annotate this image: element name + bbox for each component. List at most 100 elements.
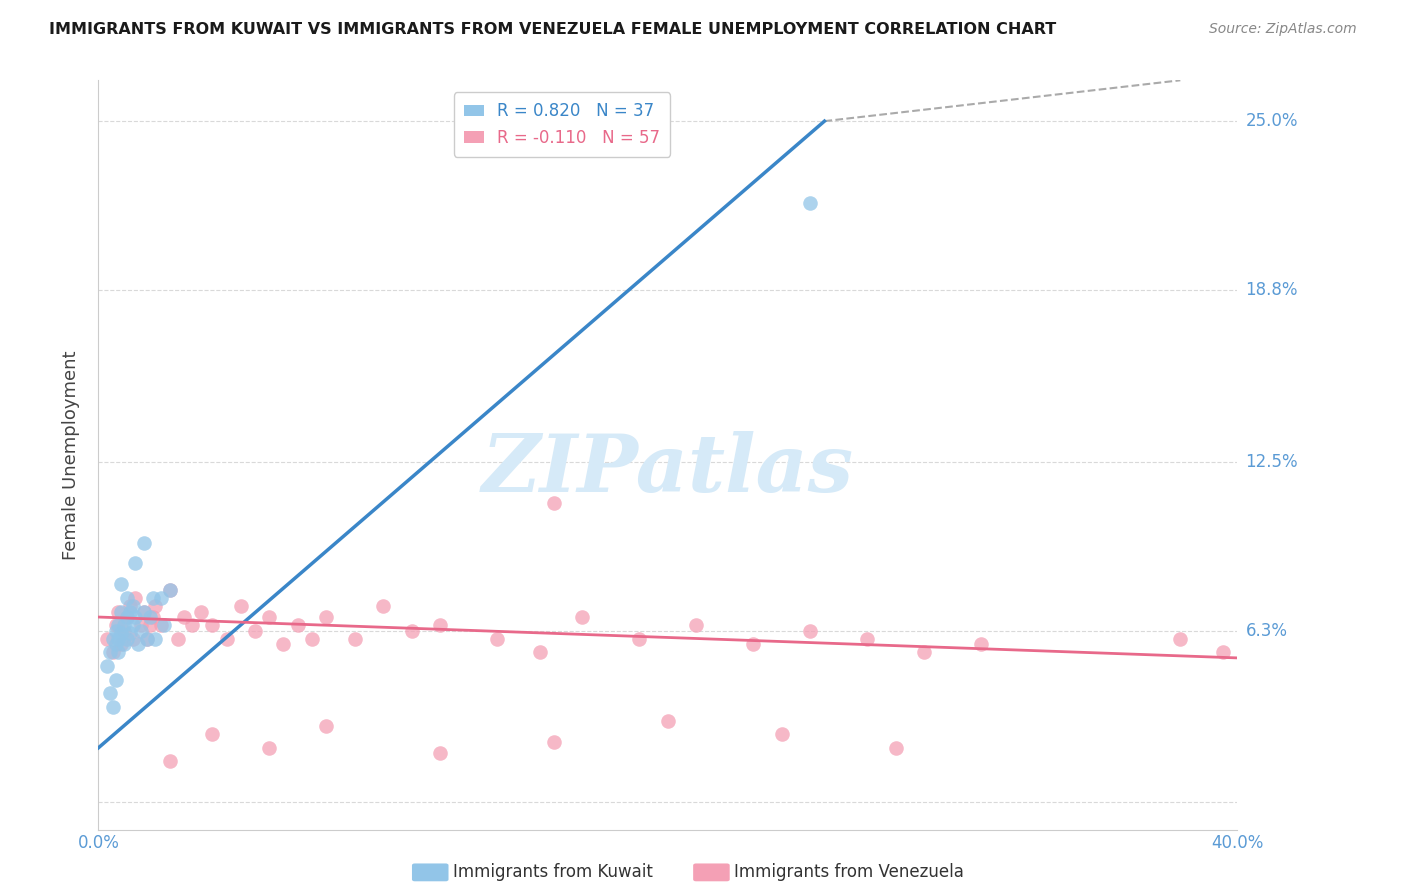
Point bbox=[167, 632, 190, 646]
Point bbox=[124, 610, 146, 624]
Point bbox=[98, 686, 121, 700]
Point bbox=[112, 618, 135, 632]
Point bbox=[215, 632, 238, 646]
Point bbox=[159, 582, 181, 597]
Point bbox=[98, 645, 121, 659]
Point bbox=[401, 624, 423, 638]
Text: 18.8%: 18.8% bbox=[1246, 281, 1298, 299]
Point bbox=[429, 618, 451, 632]
Text: Immigrants from Venezuela: Immigrants from Venezuela bbox=[734, 863, 963, 881]
Point bbox=[799, 624, 821, 638]
Point bbox=[571, 610, 593, 624]
Point bbox=[115, 632, 138, 646]
Point bbox=[429, 746, 451, 760]
Text: 6.3%: 6.3% bbox=[1246, 622, 1288, 640]
Point bbox=[529, 645, 551, 659]
Point bbox=[127, 637, 149, 651]
Point bbox=[201, 727, 224, 741]
Point bbox=[145, 599, 167, 614]
Point bbox=[159, 582, 181, 597]
Point bbox=[96, 632, 118, 646]
Point bbox=[150, 591, 173, 605]
Point bbox=[118, 599, 141, 614]
Point bbox=[135, 632, 157, 646]
Point bbox=[181, 618, 204, 632]
Point bbox=[107, 605, 129, 619]
Point bbox=[124, 591, 146, 605]
Text: IMMIGRANTS FROM KUWAIT VS IMMIGRANTS FROM VENEZUELA FEMALE UNEMPLOYMENT CORRELAT: IMMIGRANTS FROM KUWAIT VS IMMIGRANTS FRO… bbox=[49, 22, 1056, 37]
Point bbox=[173, 610, 195, 624]
Point bbox=[1170, 632, 1192, 646]
Point bbox=[129, 624, 152, 638]
Point bbox=[287, 618, 309, 632]
Point bbox=[112, 624, 135, 638]
Point bbox=[118, 626, 141, 640]
Point bbox=[121, 618, 143, 632]
Point bbox=[628, 632, 651, 646]
Point bbox=[121, 632, 143, 646]
Point bbox=[259, 740, 281, 755]
Point bbox=[685, 618, 707, 632]
Text: 12.5%: 12.5% bbox=[1246, 453, 1298, 471]
Point bbox=[96, 659, 118, 673]
Point bbox=[104, 618, 127, 632]
Legend: R = 0.820   N = 37, R = -0.110   N = 57: R = 0.820 N = 37, R = -0.110 N = 57 bbox=[454, 93, 671, 157]
Point bbox=[110, 626, 132, 640]
Point bbox=[1212, 645, 1234, 659]
Point bbox=[145, 632, 167, 646]
Text: ZIPatlas: ZIPatlas bbox=[482, 431, 853, 508]
Point bbox=[315, 610, 337, 624]
Point bbox=[101, 632, 124, 646]
Point bbox=[115, 610, 138, 624]
Point bbox=[107, 618, 129, 632]
Point bbox=[115, 591, 138, 605]
Point bbox=[343, 632, 366, 646]
Point bbox=[121, 599, 143, 614]
Point bbox=[110, 605, 132, 619]
Point bbox=[315, 719, 337, 733]
Point bbox=[132, 536, 155, 550]
Point bbox=[132, 605, 155, 619]
Point bbox=[912, 645, 935, 659]
Point bbox=[543, 495, 565, 509]
Point bbox=[259, 610, 281, 624]
Point bbox=[159, 755, 181, 769]
Point bbox=[104, 624, 127, 638]
Point bbox=[229, 599, 252, 614]
Point bbox=[104, 673, 127, 687]
Point bbox=[657, 714, 679, 728]
Point bbox=[138, 610, 160, 624]
Text: Immigrants from Kuwait: Immigrants from Kuwait bbox=[453, 863, 652, 881]
Point bbox=[543, 735, 565, 749]
Point bbox=[104, 637, 127, 651]
Point bbox=[141, 610, 163, 624]
Point bbox=[243, 624, 266, 638]
Point bbox=[135, 632, 157, 646]
Point bbox=[118, 605, 141, 619]
Point bbox=[273, 637, 295, 651]
Y-axis label: Female Unemployment: Female Unemployment bbox=[62, 351, 80, 559]
Point bbox=[132, 605, 155, 619]
Point bbox=[970, 637, 993, 651]
Point bbox=[112, 637, 135, 651]
Point bbox=[799, 195, 821, 210]
Point bbox=[129, 618, 152, 632]
Text: 25.0%: 25.0% bbox=[1246, 112, 1298, 130]
Point bbox=[101, 645, 124, 659]
Point bbox=[150, 618, 173, 632]
Point bbox=[115, 610, 138, 624]
Point bbox=[373, 599, 395, 614]
Point bbox=[201, 618, 224, 632]
Point bbox=[138, 618, 160, 632]
Point bbox=[153, 618, 176, 632]
Point bbox=[190, 605, 212, 619]
Point bbox=[742, 637, 765, 651]
Point bbox=[110, 637, 132, 651]
Point bbox=[884, 740, 907, 755]
Point bbox=[101, 700, 124, 714]
Point bbox=[107, 632, 129, 646]
Point bbox=[141, 591, 163, 605]
Point bbox=[486, 632, 509, 646]
Point bbox=[301, 632, 323, 646]
Point bbox=[856, 632, 879, 646]
